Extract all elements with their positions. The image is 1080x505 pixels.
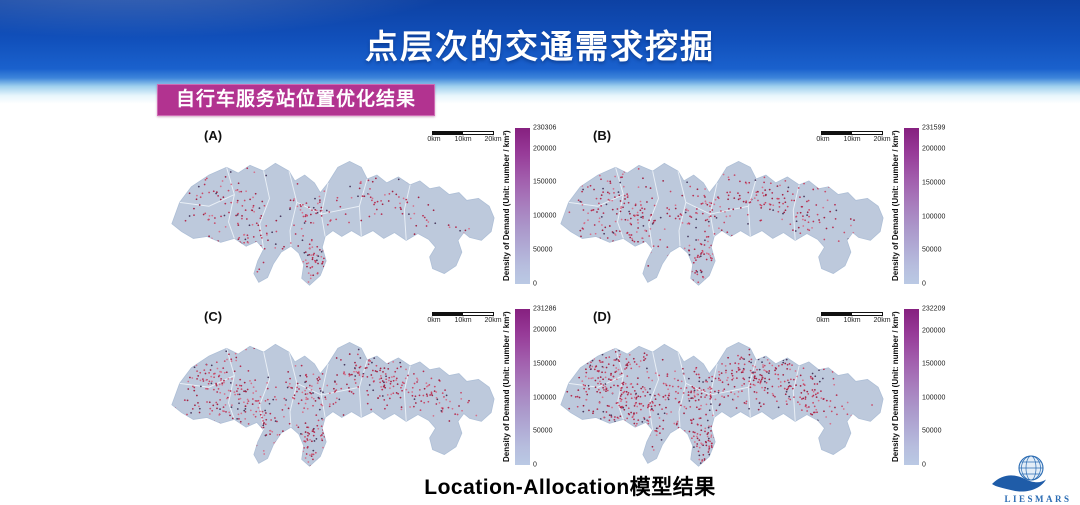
colorbar-gradient bbox=[904, 309, 919, 465]
map-panel: (A) 0km 10km 20km Density of Demand (Unit:… bbox=[166, 122, 571, 302]
scale-bar-filled-half bbox=[822, 132, 852, 134]
map-panel-grid: (A) 0km 10km 20km Density of Demand (Unit:… bbox=[166, 122, 976, 484]
colorbar-gradient bbox=[515, 309, 530, 465]
colorbar: Density of Demand (Unit: number / km²) 2… bbox=[891, 305, 959, 469]
liesmars-logo-text: LIESMARS bbox=[1004, 494, 1072, 504]
map-panel: (D) 0km 10km 20km Density of Demand (Unit:… bbox=[555, 303, 960, 483]
colorbar-tick: 0 bbox=[533, 461, 537, 469]
colorbar-tick: 200000 bbox=[922, 327, 946, 335]
colorbar-gradient bbox=[904, 128, 919, 284]
colorbar-title: Density of Demand (Unit: number / km²) bbox=[891, 311, 900, 463]
colorbar-tick: 50000 bbox=[922, 427, 942, 435]
colorbar-tick: 100000 bbox=[922, 213, 946, 221]
section-badge: 自行车服务站位置优化结果 bbox=[157, 84, 436, 116]
colorbar-ticks: 231599 200000 150000 100000 50000 0 bbox=[922, 124, 958, 288]
colorbar-tick: 100000 bbox=[533, 212, 557, 220]
colorbar-tick: 0 bbox=[533, 280, 537, 288]
colorbar-tick: 50000 bbox=[533, 246, 553, 254]
scale-bar-filled-half bbox=[433, 132, 463, 134]
colorbar-tick: 231286 bbox=[533, 305, 557, 313]
scale-bar-rule bbox=[821, 312, 883, 316]
scale-bar: 0km 10km 20km bbox=[816, 312, 891, 326]
colorbar-tick: 0 bbox=[922, 461, 926, 469]
shenzhen-demand-map bbox=[166, 138, 498, 294]
colorbar-tick: 230306 bbox=[533, 124, 557, 132]
scale-bar-rule bbox=[821, 131, 883, 135]
scale-bar-labels: 0km 10km 20km bbox=[427, 136, 502, 143]
shenzhen-demand-map bbox=[555, 138, 887, 294]
scale-bar-filled-half bbox=[433, 313, 463, 315]
scale-bar-labels: 0km 10km 20km bbox=[427, 317, 502, 324]
colorbar-tick: 50000 bbox=[922, 246, 942, 254]
colorbar-tick: 50000 bbox=[533, 427, 553, 435]
colorbar-tick: 150000 bbox=[533, 360, 557, 368]
colorbar-tick: 150000 bbox=[922, 360, 946, 368]
colorbar-ticks: 232209 200000 150000 100000 50000 0 bbox=[922, 305, 958, 469]
colorbar-ticks: 230306 200000 150000 100000 50000 0 bbox=[533, 124, 569, 288]
colorbar: Density of Demand (Unit: number / km²) 2… bbox=[502, 124, 570, 288]
scale-bar-labels: 0km 10km 20km bbox=[816, 136, 891, 143]
scale-bar-labels: 0km 10km 20km bbox=[816, 317, 891, 324]
colorbar-title: Density of Demand (Unit: number / km²) bbox=[502, 311, 511, 463]
colorbar-title: Density of Demand (Unit: number / km²) bbox=[502, 130, 511, 282]
scale-bar: 0km 10km 20km bbox=[816, 131, 891, 145]
shenzhen-demand-map bbox=[166, 319, 498, 475]
wave-swoosh-icon bbox=[992, 475, 1046, 492]
colorbar-tick: 0 bbox=[922, 280, 926, 288]
scale-bar-rule bbox=[432, 312, 494, 316]
colorbar-tick: 200000 bbox=[922, 145, 946, 153]
colorbar-gradient bbox=[515, 128, 530, 284]
colorbar-tick: 231599 bbox=[922, 124, 946, 132]
globe-grid bbox=[1019, 455, 1043, 481]
colorbar-title: Density of Demand (Unit: number / km²) bbox=[891, 130, 900, 282]
colorbar-ticks: 231286 200000 150000 100000 50000 0 bbox=[533, 305, 569, 469]
page-title: 点层次的交通需求挖掘 bbox=[365, 28, 715, 65]
colorbar: Density of Demand (Unit: number / km²) 2… bbox=[891, 124, 959, 288]
colorbar: Density of Demand (Unit: number / km²) 2… bbox=[502, 305, 570, 469]
colorbar-tick: 100000 bbox=[922, 394, 946, 402]
colorbar-tick: 232209 bbox=[922, 305, 946, 313]
scale-bar-filled-half bbox=[822, 313, 852, 315]
shenzhen-demand-map bbox=[555, 319, 887, 475]
scale-bar: 0km 10km 20km bbox=[427, 131, 502, 145]
colorbar-tick: 150000 bbox=[922, 179, 946, 187]
colorbar-tick: 150000 bbox=[533, 178, 557, 186]
map-panel: (B) 0km 10km 20km Density of Demand (Unit:… bbox=[555, 122, 960, 302]
map-panel: (C) 0km 10km 20km Density of Demand (Unit:… bbox=[166, 303, 571, 483]
figure-caption: Location-Allocation模型结果 bbox=[424, 476, 716, 499]
liesmars-logo bbox=[992, 455, 1046, 492]
colorbar-tick: 200000 bbox=[533, 145, 557, 153]
scale-bar: 0km 10km 20km bbox=[427, 312, 502, 326]
colorbar-tick: 200000 bbox=[533, 326, 557, 334]
scale-bar-rule bbox=[432, 131, 494, 135]
colorbar-tick: 100000 bbox=[533, 394, 557, 402]
